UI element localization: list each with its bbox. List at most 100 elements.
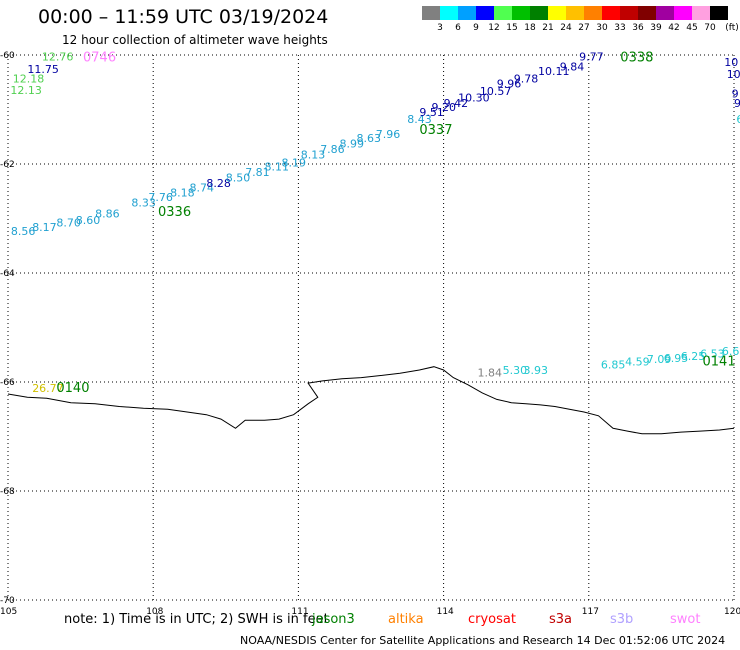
legend-swatch xyxy=(710,6,728,20)
wave-height-value: 8.86 xyxy=(95,207,120,220)
y-tick-label: -66 xyxy=(0,378,15,388)
x-tick-label: 111 xyxy=(291,607,308,617)
legend-label: 6 xyxy=(455,23,461,33)
wave-height-value: 3.93 xyxy=(524,364,549,377)
coastline-line xyxy=(7,366,735,435)
pass-time-label: 0746 xyxy=(83,51,116,66)
legend-label: 30 xyxy=(596,23,608,33)
chart-subtitle: 12 hour collection of altimeter wave hei… xyxy=(62,33,328,47)
credit-line: NOAA/NESDIS Center for Satellite Applica… xyxy=(240,634,726,647)
legend-label: 45 xyxy=(686,23,698,33)
legend-swatch xyxy=(638,6,656,20)
wave-height-value: 8.74 xyxy=(190,181,215,194)
wave-height-value: 6.85 xyxy=(601,358,626,371)
legend-label: 12 xyxy=(488,23,500,33)
footer-note: note: 1) Time is in UTC; 2) SWH is in fe… xyxy=(64,612,329,627)
legend-swatch xyxy=(512,6,530,20)
wave-height-value: 10.30 xyxy=(458,91,490,104)
x-tick-label: 120 xyxy=(724,607,740,617)
wave-height-value: 1.84 xyxy=(478,367,503,380)
legend-swatch xyxy=(620,6,638,20)
wave-height-value: 6.95 xyxy=(664,352,689,365)
wave-height-value: 10.11 xyxy=(538,65,570,78)
wave-height-value: 8.17 xyxy=(32,221,57,234)
wave-height-value: 11.75 xyxy=(27,63,59,76)
satellite-s3b: s3b xyxy=(610,612,634,627)
wave-height-value: 8.70 xyxy=(56,217,81,230)
wave-height-value: 7.09 xyxy=(647,353,672,366)
legend-unit: (ft) xyxy=(725,23,739,33)
wave-height-value: 8.28 xyxy=(206,177,231,190)
legend-label: 18 xyxy=(524,23,536,33)
wave-height-value: 9.84 xyxy=(560,60,585,73)
legend-swatch xyxy=(566,6,584,20)
wave-height-value: 8.60 xyxy=(76,214,101,227)
y-tick-label: -70 xyxy=(0,596,15,606)
x-tick-label: 108 xyxy=(146,607,163,617)
coastline xyxy=(7,366,735,435)
grid xyxy=(7,54,735,601)
legend-label: 39 xyxy=(650,23,662,33)
legend-label: 21 xyxy=(542,23,554,33)
legend-label: 33 xyxy=(614,23,626,33)
wave-height-value: 10 xyxy=(727,68,740,81)
wave-height-value: 6 xyxy=(736,113,740,126)
wave-height-value: 10 xyxy=(724,56,738,69)
x-tick-label: 117 xyxy=(582,607,599,617)
wave-height-value: 8.11 xyxy=(265,161,290,174)
x-tick-label: 105 xyxy=(0,607,17,617)
legend-swatch xyxy=(440,6,458,20)
chart-title: 00:00 – 11:59 UTC 03/19/2024 xyxy=(38,6,329,28)
legend-label: 42 xyxy=(668,23,680,33)
wave-height-value: 9.20 xyxy=(432,101,457,114)
pass-time-label: 0336 xyxy=(158,205,191,220)
pass-time-labels: 0746 0336 0337 0338 0140 0141 xyxy=(56,51,735,396)
legend-label: 15 xyxy=(506,23,518,33)
wave-height-value: 8.63 xyxy=(357,132,382,145)
axis-ticks: 105 108 111 114 117 120 -60 -62 -64 -66 -68 -70 xyxy=(0,51,740,617)
wave-height-value: 9.78 xyxy=(514,72,539,85)
wave-height-value: 9.42 xyxy=(444,97,469,110)
satellite-jason3: jason3 xyxy=(312,612,355,627)
legend-swatch xyxy=(548,6,566,20)
wave-height-value: 7.86 xyxy=(320,143,345,156)
wave-height-value: 12.13 xyxy=(10,84,42,97)
legend-swatch xyxy=(422,6,440,20)
legend-swatch xyxy=(674,6,692,20)
pass-time-label: 0338 xyxy=(620,51,653,66)
wave-height-value: 9.77 xyxy=(579,51,604,64)
legend-swatch xyxy=(602,6,620,20)
wave-height-value: 7.76 xyxy=(148,191,173,204)
legend-label: 36 xyxy=(632,23,644,33)
wave-height-value: 6.25 xyxy=(681,350,706,363)
wave-height-value: 8.99 xyxy=(340,138,365,151)
y-tick-label: -60 xyxy=(0,51,15,61)
wave-height-value: 8.56 xyxy=(11,225,36,238)
satellite-cryosat: cryosat xyxy=(468,612,516,627)
legend-label: 9 xyxy=(473,23,479,33)
pass-time-label: 0140 xyxy=(56,381,89,396)
wave-height-value: 12.76 xyxy=(42,51,74,64)
wave-height-value: 8.50 xyxy=(226,171,251,184)
wave-height-value: 7.81 xyxy=(245,166,270,179)
wave-height-value: 8.18 xyxy=(170,187,195,200)
wave-height-value: 8.13 xyxy=(301,149,326,162)
legend-label: 3 xyxy=(437,23,443,33)
wave-height-value: 8.33 xyxy=(131,197,156,210)
wave-height-value: 12.18 xyxy=(13,72,45,85)
wave-height-value: 9 xyxy=(734,97,740,110)
wave-height-value: 6.53 xyxy=(700,348,725,361)
satellite-s3a: s3a xyxy=(549,612,573,627)
wave-height-value: 26.77 xyxy=(32,382,64,395)
legend-swatch xyxy=(656,6,674,20)
satellite-altika: altika xyxy=(388,612,424,627)
legend-swatch xyxy=(494,6,512,20)
pass-time-label: 0141 xyxy=(703,355,736,370)
wave-height-value: 9.51 xyxy=(419,106,444,119)
legend-label: 70 xyxy=(704,23,716,33)
wave-height-value: 4.59 xyxy=(625,356,650,369)
x-tick-label: 114 xyxy=(437,607,454,617)
y-tick-label: -68 xyxy=(0,487,15,497)
